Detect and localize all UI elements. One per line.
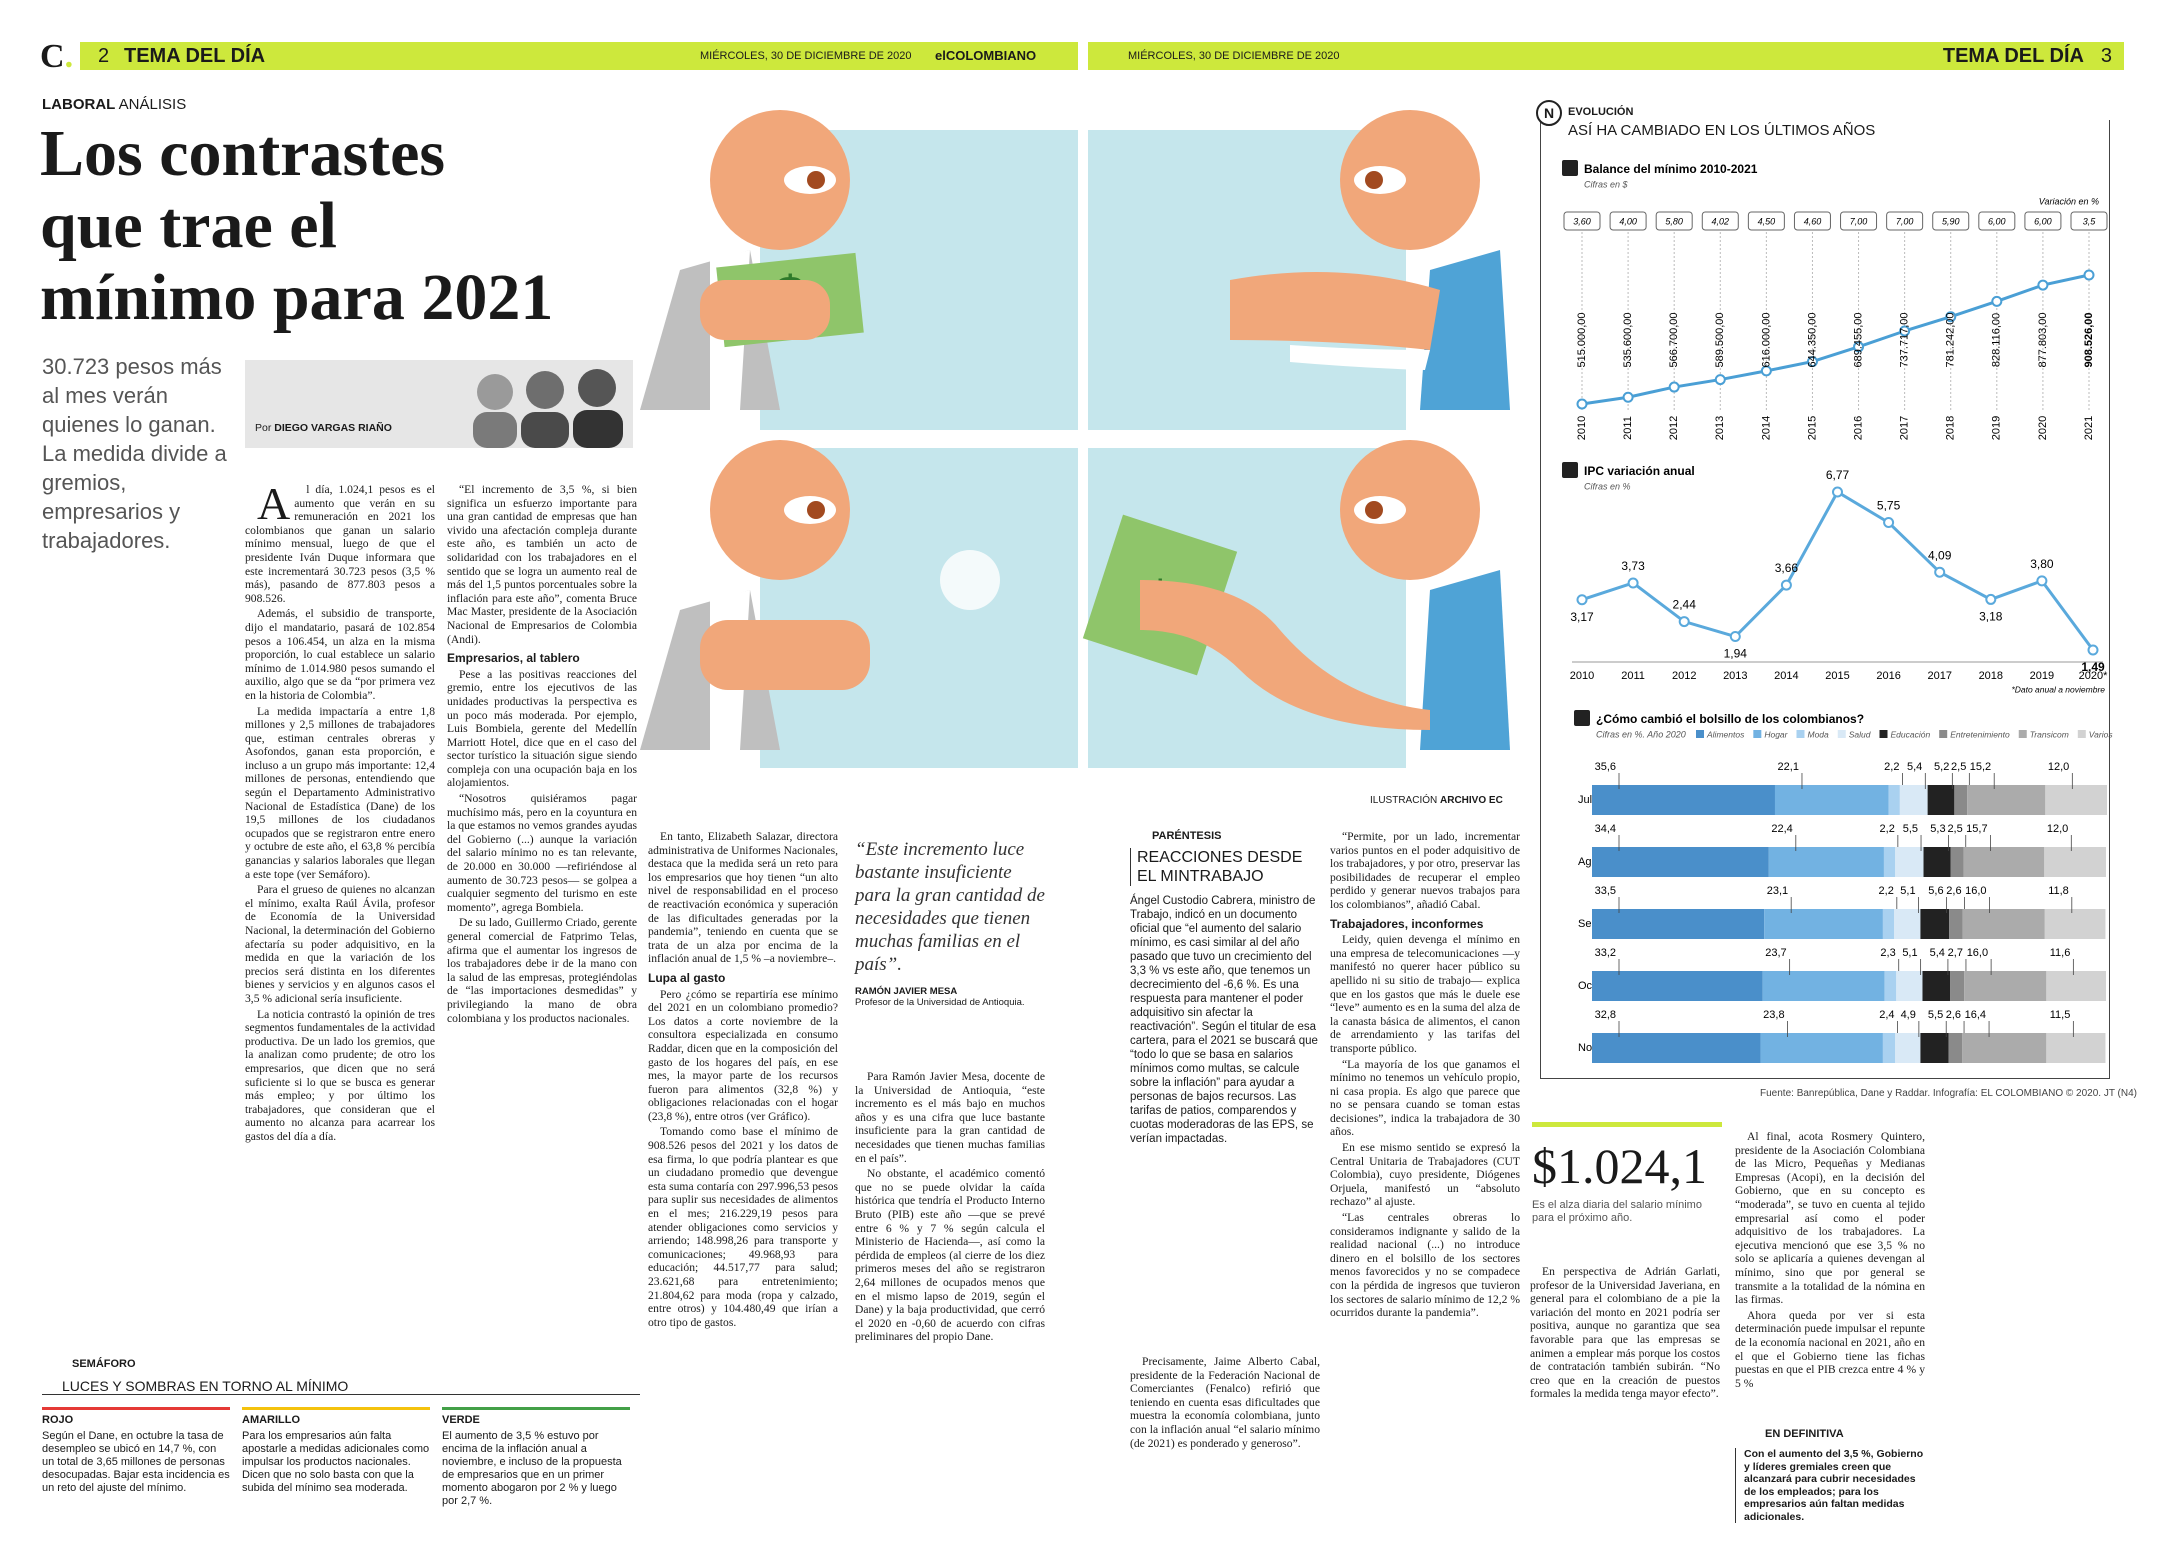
- quote-text: “Este incremento luce bastante insuficie…: [855, 839, 1045, 975]
- paragraph: Para el grueso de quienes no alcanzan el…: [245, 883, 435, 1005]
- paragraph: Pero ¿cómo se repartiría ese mínimo del …: [648, 987, 838, 1123]
- semaphore-item: AMARILLO Para los empresarios aún falta a…: [242, 1407, 430, 1508]
- parenthesis-box: PARÉNTESIS REACCIONES DESDE EL MINTRABAJ…: [1130, 830, 1320, 1146]
- paragraph: No obstante, el académico comentó que no…: [855, 1167, 1045, 1344]
- page-number: 3: [2100, 45, 2112, 67]
- highlight: $1.024,1 Es el alza diaria del salario m…: [1532, 1122, 1722, 1225]
- paragraph: De su lado, Guillermo Criado, gerente ge…: [447, 916, 637, 1025]
- subhead: Empresarios, al tablero: [447, 651, 580, 666]
- section: TEMA DEL DÍA: [124, 45, 266, 67]
- page-number: 2: [98, 45, 110, 67]
- header-left: 2 TEMA DEL DÍA MIÉRCOLES, 30 DE DICIEMBR…: [80, 42, 1078, 70]
- semaphore-text: Para los empresarios aún falta apostarle…: [242, 1430, 430, 1494]
- header-right: MIÉRCOLES, 30 DE DICIEMBRE DE 2020 TEMA …: [1088, 42, 2124, 70]
- paragraph: Pese a las positivas reacciones del grem…: [447, 667, 637, 790]
- kicker-row: LABORAL ANÁLISIS: [42, 96, 186, 113]
- paragraph: Precisamente, Jaime Alberto Cabal, presi…: [1130, 1355, 1320, 1450]
- highlight-figure: $1.024,1: [1532, 1138, 1707, 1194]
- byline-box: Por DIEGO VARGAS RIAÑO: [245, 360, 633, 448]
- text-column: En perspectiva de Adrián Garlati, profes…: [1530, 1265, 1720, 1545]
- headline-line: mínimo para 2021: [40, 261, 554, 334]
- illustration: $ $: [640, 110, 1510, 780]
- paragraph: “Las centrales obreras lo consideramos i…: [1330, 1211, 1520, 1320]
- paragraph: Ahora queda por ver si esta determinació…: [1735, 1308, 1925, 1390]
- date: MIÉRCOLES, 30 DE DICIEMBRE DE 2020: [700, 50, 912, 62]
- infographic-label: EVOLUCIÓN: [1568, 106, 1634, 118]
- semaphore-heading: AMARILLO: [242, 1414, 301, 1426]
- subhead: Lupa al gasto: [648, 970, 726, 985]
- paragraph: Tomando como base el mínimo de 908.526 p…: [648, 1125, 838, 1329]
- section: TEMA DEL DÍA: [1942, 45, 2084, 67]
- paragraph: “La mayoría de los que ganamos el mínimo…: [1330, 1057, 1520, 1139]
- logo: C.: [40, 38, 74, 75]
- source: Fuente: Banrepública, Dane y Raddar. Inf…: [1760, 1088, 2137, 1099]
- infographic-box: [1540, 120, 2110, 1079]
- subhead: Trabajadores, inconformes: [1330, 916, 1484, 931]
- paragraph: Al día, 1.024,1 pesos es el aumento que …: [245, 483, 435, 605]
- parenthesis-label: PARÉNTESIS: [1152, 830, 1222, 842]
- paragraph: La medida impactaría a entre 1,8 millone…: [245, 704, 435, 881]
- paragraph: En tanto, Elizabeth Salazar, directora a…: [648, 830, 838, 966]
- conclusion-text: Con el aumento del 3,5 %, Gobierno y líd…: [1735, 1448, 1925, 1523]
- parenthesis-text: Ángel Custodio Cabrera, ministro de Trab…: [1130, 895, 1318, 1145]
- semaphore-item: VERDE El aumento de 3,5 % estuvo por enci…: [442, 1407, 630, 1508]
- byline-name: DIEGO VARGAS RIAÑO: [274, 422, 392, 434]
- text-column: En tanto, Elizabeth Salazar, directora a…: [648, 830, 838, 1545]
- headline-line: Los contrastes: [40, 117, 446, 190]
- infographic-title: ASÍ HA CAMBIADO EN LOS ÚLTIMOS AÑOS: [1568, 122, 1876, 139]
- paragraph: Leidy, quien devenga el mínimo en una em…: [1330, 933, 1520, 1055]
- semaphore: SEMÁFORO LUCES Y SOMBRAS EN TORNO AL MÍN…: [42, 1358, 640, 1544]
- text-column: Al final, acota Rosmery Quintero, presid…: [1735, 1130, 1925, 1420]
- masthead: elCOLOMBIANO: [935, 48, 1037, 63]
- paragraph: En ese mismo sentido se expresó la Centr…: [1330, 1141, 1520, 1209]
- paragraph: “Nosotros quisiéramos pagar muchísimo má…: [447, 792, 637, 914]
- paragraph: “El incremento de 3,5 %, si bien signifi…: [447, 483, 637, 646]
- semaphore-label: SEMÁFORO: [72, 1358, 136, 1370]
- paragraph: En perspectiva de Adrián Garlati, profes…: [1530, 1265, 1720, 1401]
- semaphore-title: LUCES Y SOMBRAS EN TORNO AL MÍNIMO: [42, 1378, 640, 1395]
- text-column: “Permite, por un lado, incrementar vario…: [1330, 830, 1520, 1545]
- infographic-icon: N: [1536, 100, 1562, 126]
- paragraph: “Permite, por un lado, incrementar vario…: [1330, 830, 1520, 911]
- semaphore-heading: VERDE: [442, 1414, 480, 1426]
- headline-line: que trae el: [40, 189, 337, 262]
- text-column: Al día, 1.024,1 pesos es el aumento que …: [245, 483, 435, 1313]
- paragraph: La noticia contrastó la opinión de tres …: [245, 1007, 435, 1143]
- semaphore-heading: ROJO: [42, 1414, 74, 1426]
- pull-quote: “Este incremento luce bastante insuficie…: [855, 838, 1050, 1008]
- paragraph: Al final, acota Rosmery Quintero, presid…: [1735, 1130, 1925, 1307]
- illustration-credit: ILUSTRACIÓN ARCHIVO EC: [1370, 795, 1503, 806]
- conclusion: EN DEFINITIVA Con el aumento del 3,5 %, …: [1735, 1428, 1925, 1523]
- semaphore-text: Según el Dane, en octubre la tasa de des…: [42, 1430, 230, 1494]
- semaphore-items: ROJO Según el Dane, en octubre la tasa de…: [42, 1407, 640, 1508]
- parenthesis-title: REACCIONES DESDE EL MINTRABAJO: [1130, 848, 1320, 886]
- semaphore-text: El aumento de 3,5 % estuvo por encima de…: [442, 1430, 622, 1507]
- headline: Los contrastes que trae el mínimo para 202…: [40, 118, 553, 334]
- paragraph: Para Ramón Javier Mesa, docente de la Un…: [855, 1070, 1045, 1165]
- text-column: Para Ramón Javier Mesa, docente de la Un…: [855, 1070, 1045, 1545]
- paragraph: Además, el subsidio de transporte, dijo …: [245, 607, 435, 702]
- quote-role: Profesor de la Universidad de Antioquia.: [855, 997, 1025, 1008]
- text-column: “El incremento de 3,5 %, si bien signifi…: [447, 483, 637, 1313]
- lead: 30.723 pesos más al mes verán quienes lo…: [42, 354, 227, 553]
- highlight-text: Es el alza diaria del salario mínimo par…: [1532, 1199, 1702, 1224]
- kicker: LABORAL: [42, 96, 116, 113]
- text-column: Precisamente, Jaime Alberto Cabal, presi…: [1130, 1355, 1320, 1545]
- byline-photo: [473, 369, 623, 448]
- credit-prefix: ILUSTRACIÓN: [1370, 795, 1438, 806]
- byline: Por DIEGO VARGAS RIAÑO: [255, 422, 392, 434]
- semaphore-item: ROJO Según el Dane, en octubre la tasa de…: [42, 1407, 230, 1508]
- credit-name: ARCHIVO EC: [1440, 795, 1503, 806]
- quote-author: RAMÓN JAVIER MESA: [855, 986, 958, 997]
- date: MIÉRCOLES, 30 DE DICIEMBRE DE 2020: [1128, 50, 1340, 62]
- kicker-type: ANÁLISIS: [118, 96, 187, 113]
- conclusion-label: EN DEFINITIVA: [1765, 1428, 1844, 1440]
- byline-prefix: Por: [255, 422, 272, 434]
